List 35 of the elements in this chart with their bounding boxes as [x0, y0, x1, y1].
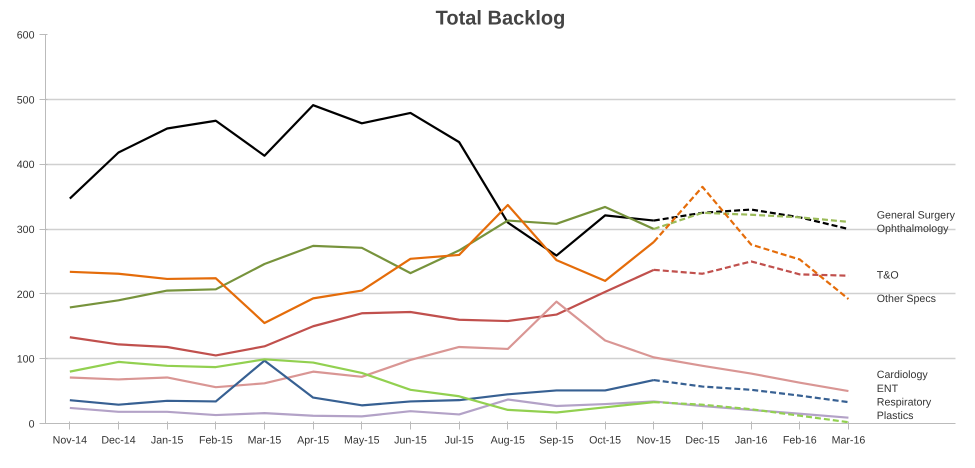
chart-title: Total Backlog: [436, 8, 566, 30]
text: Respiratory: [876, 396, 932, 408]
x-tick-label: Dec-15: [685, 434, 720, 446]
text: Ophthalmology: [876, 223, 950, 235]
text: Other Specs: [876, 293, 936, 306]
x-tick-label: Mar-16: [832, 434, 866, 446]
x-tick-label: May-15: [344, 434, 380, 446]
x-tick-label: Mar-15: [248, 434, 282, 446]
line-series: [68, 398, 850, 419]
x-tick-label: Apr-15: [297, 434, 330, 446]
line-series: [68, 300, 850, 392]
x-tick-label: Jan-15: [150, 434, 184, 446]
x-tick-label: Aug-15: [490, 434, 526, 446]
y-tick-label: 300: [16, 224, 35, 236]
x-tick-label: Dec-14: [101, 434, 136, 446]
x-tick-label: Jul-15: [444, 434, 474, 446]
y-tick-label: 100: [16, 354, 35, 366]
y-tick-label: 400: [16, 159, 35, 172]
y-tick-label: 200: [16, 288, 35, 301]
x-tick-label: Jun-15: [394, 434, 427, 446]
x-tick-label: Nov-15: [636, 434, 672, 446]
text: T&O: [876, 270, 899, 282]
y-tick-label: 600: [16, 30, 35, 42]
x-tick-label: Feb-16: [782, 434, 817, 446]
x-tick-label: Jan-16: [734, 434, 768, 446]
y-tick-label: 500: [16, 94, 35, 106]
text: ENT: [876, 382, 899, 395]
text: Cardiology: [876, 369, 928, 382]
y-tick-label: 0: [28, 418, 35, 430]
x-tick-label: Feb-15: [198, 434, 233, 446]
x-tick-label: Oct-15: [589, 434, 622, 446]
x-tick-label: Sep-15: [539, 434, 574, 446]
x-tick-label: Nov-14: [52, 434, 88, 446]
text: General Surgery: [876, 209, 956, 222]
text: Plastics: [876, 410, 914, 422]
